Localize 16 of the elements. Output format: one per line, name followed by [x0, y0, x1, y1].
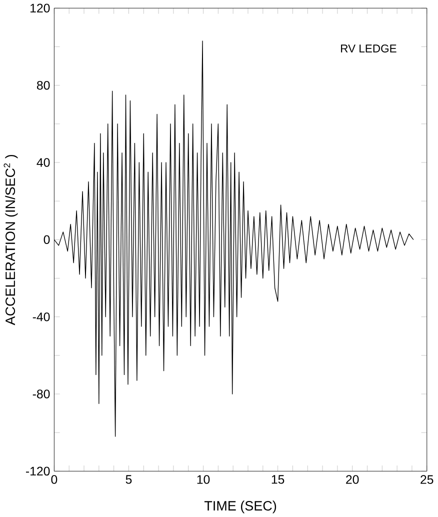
y-axis-title: ACCELERATION (IN/SEC$^{2}$ ): [4, 154, 18, 326]
x-tick-label: 15: [272, 475, 284, 484]
y-tick-label: -80: [33, 390, 50, 398]
x-axis-title: TIME (SEC): [204, 500, 276, 514]
annotation: RV LEDGE: [341, 44, 397, 52]
x-tick-label: 10: [198, 475, 210, 484]
y-tick-label: -40: [33, 312, 50, 322]
x-tick-label: 25: [420, 475, 434, 484]
y-tick-label: -120: [26, 466, 50, 476]
y-tick-label: 120: [30, 4, 50, 13]
y-tick-label: 40: [36, 158, 50, 167]
y-tick-label: 80: [37, 80, 50, 90]
y-tick-label: 0: [44, 235, 50, 244]
x-tick-label: 5: [126, 475, 132, 484]
x-tick-label: 0: [51, 475, 58, 484]
x-tick-label: 20: [346, 475, 359, 484]
